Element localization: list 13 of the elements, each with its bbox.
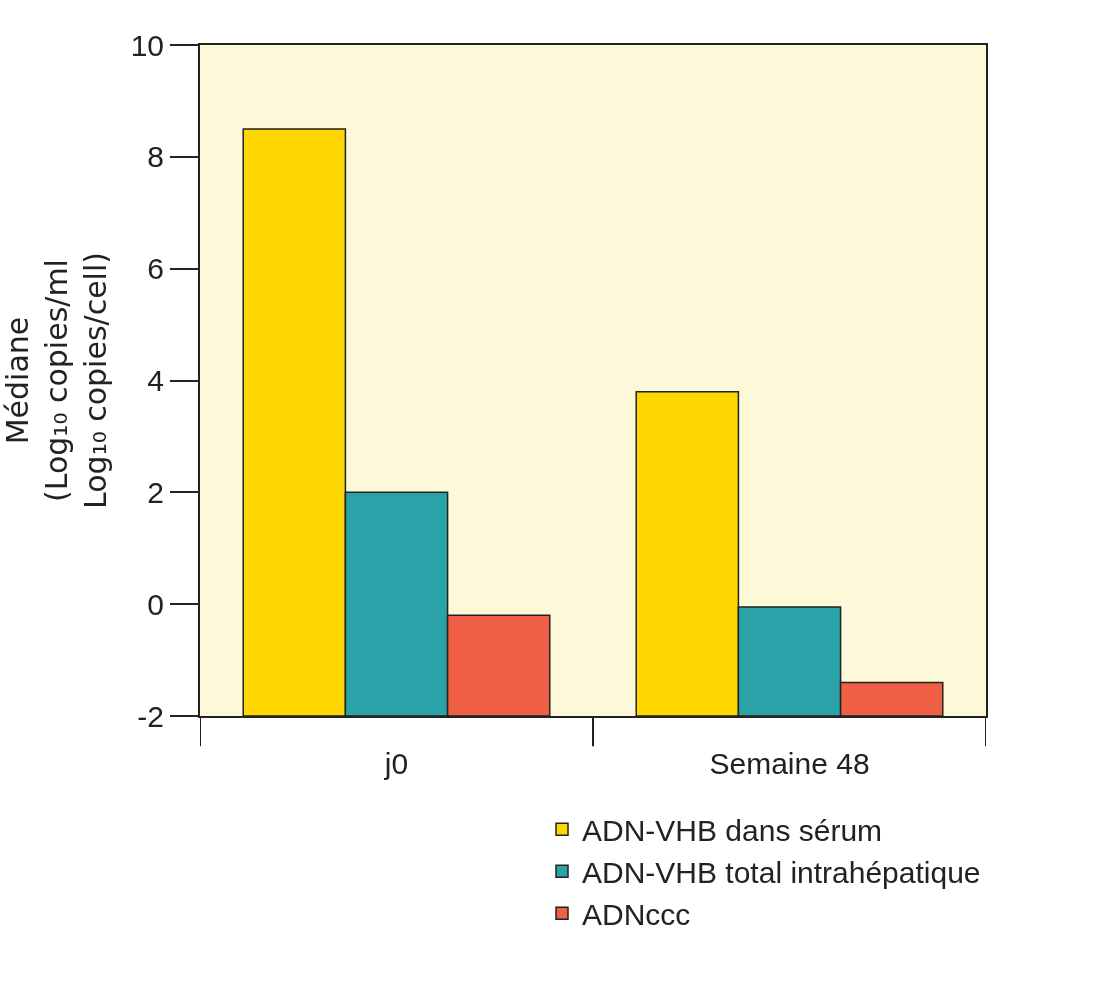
- y-tick-label: 4: [147, 364, 164, 397]
- legend-label: ADN-VHB dans sérum: [582, 813, 883, 847]
- y-axis-title: Médiane (Log₁₀ copies/ml Log₁₀ copies/cell): [0, 252, 113, 509]
- legend-label: ADN-VHB total intrahépatique: [582, 855, 981, 889]
- x-tick-label: Semaine 48: [709, 747, 870, 780]
- y-tick-label: 0: [147, 587, 164, 621]
- y-tick-label: 6: [147, 252, 164, 286]
- y-tick-label: 2: [147, 475, 164, 509]
- y-tick-label: 10: [130, 28, 164, 62]
- y-tick-label: 8: [147, 140, 164, 174]
- y-tick-label: -2: [137, 699, 164, 733]
- x-tick-label: j0: [383, 747, 409, 780]
- legend-label: ADNccc: [582, 897, 691, 931]
